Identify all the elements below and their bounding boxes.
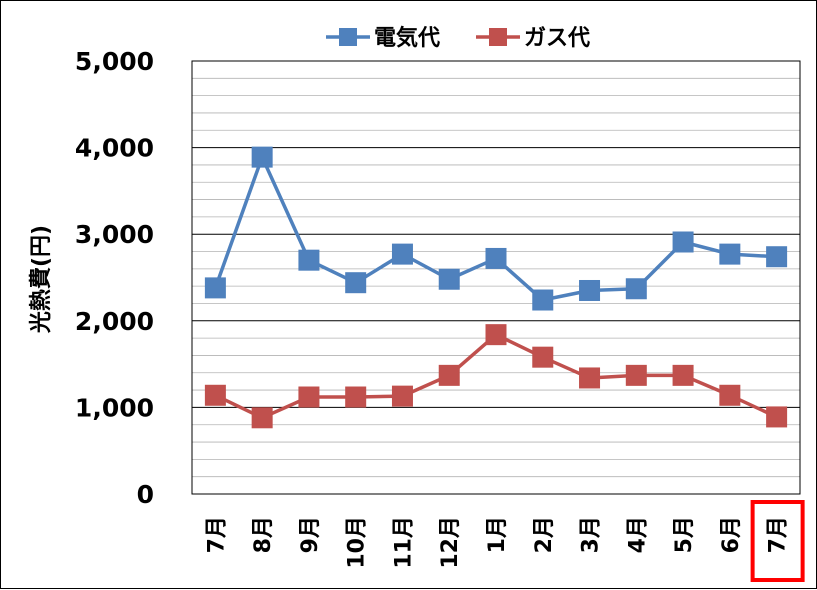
- x-tick-label: 3月: [579, 516, 604, 553]
- data-point: [672, 231, 694, 253]
- x-tick-label: 4月: [625, 516, 650, 553]
- data-point: [391, 243, 413, 265]
- data-point: [298, 386, 320, 408]
- data-point: [345, 386, 367, 408]
- data-point: [625, 364, 647, 386]
- data-point: [532, 289, 554, 311]
- x-tick-label: 12月: [438, 516, 463, 569]
- x-tick-label: 1月: [485, 516, 510, 553]
- data-point: [766, 406, 788, 428]
- data-point: [251, 407, 273, 429]
- data-point: [251, 146, 273, 168]
- plot-border: [191, 60, 801, 495]
- highlight-box: [750, 500, 805, 582]
- data-point: [719, 243, 741, 265]
- y-tick-label: 0: [137, 480, 154, 509]
- data-point: [438, 268, 460, 290]
- plot-area: [192, 61, 800, 494]
- y-tick-label: 3,000: [75, 220, 154, 249]
- data-point: [485, 247, 507, 269]
- legend-marker-1: [489, 28, 507, 46]
- y-axis-label: 光熱費(円): [28, 225, 54, 334]
- data-point: [625, 278, 647, 300]
- legend-label: ガス代: [524, 26, 590, 51]
- data-point: [579, 279, 601, 301]
- data-point: [579, 367, 601, 389]
- data-point: [438, 364, 460, 386]
- x-tick-label: 7月: [204, 516, 229, 553]
- data-point: [298, 249, 320, 271]
- data-point: [766, 246, 788, 268]
- x-tick-label: 7月: [766, 516, 791, 553]
- y-tick-label: 4,000: [75, 134, 154, 163]
- y-tick-label: 5,000: [75, 47, 154, 76]
- data-point: [204, 384, 226, 406]
- legend-label: 電気代: [374, 25, 440, 51]
- data-point: [532, 346, 554, 368]
- x-tick-label: 8月: [251, 516, 276, 553]
- grid: [192, 60, 800, 494]
- data-point: [391, 385, 413, 407]
- y-tick-label: 2,000: [75, 307, 154, 336]
- series: [204, 146, 788, 429]
- x-tick-label: 11月: [391, 516, 416, 569]
- y-tick-label: 1,000: [75, 393, 154, 422]
- x-tick-label: 6月: [719, 516, 744, 553]
- x-tick-label: 10月: [345, 516, 370, 569]
- x-tick-label: 9月: [298, 516, 323, 553]
- data-point: [719, 384, 741, 406]
- data-point: [672, 364, 694, 386]
- data-point: [204, 277, 226, 299]
- legend: 電気代 ガス代: [326, 25, 590, 51]
- legend-marker-0: [339, 28, 357, 46]
- axes: 0 1,000 2,000 3,000 4,000 5,000 7月 8月 9月 10月 11月 12…: [75, 47, 805, 582]
- x-tick-label: 2月: [532, 516, 557, 553]
- data-point: [345, 272, 367, 294]
- data-point: [485, 324, 507, 346]
- x-tick-label: 5月: [672, 516, 697, 553]
